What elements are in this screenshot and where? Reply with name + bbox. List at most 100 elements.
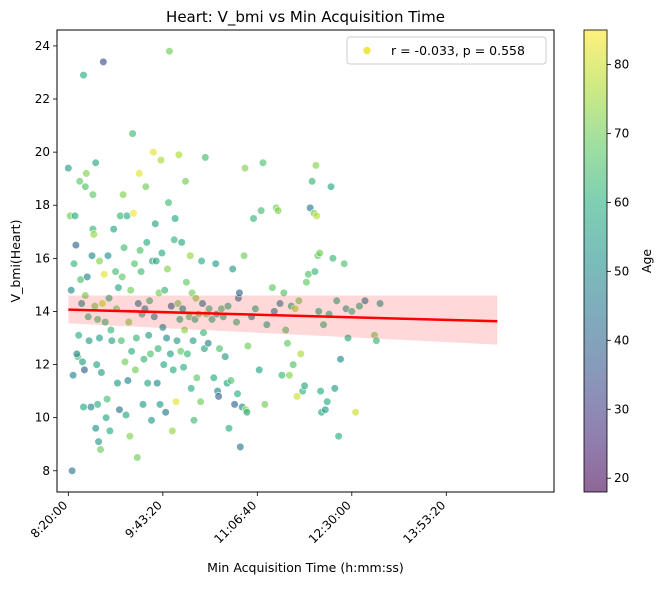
data-point: [88, 190, 97, 199]
chart-title: Heart: V_bmi vs Min Acquisition Time: [166, 8, 445, 27]
confidence-band: [68, 295, 498, 345]
data-point: [224, 424, 234, 433]
data-point: [251, 304, 260, 313]
data-point: [209, 373, 218, 382]
data-point: [163, 264, 172, 274]
data-point: [68, 371, 78, 380]
data-point: [321, 405, 330, 414]
data-point: [105, 426, 114, 436]
data-point: [106, 325, 115, 335]
data-point: [81, 291, 90, 300]
data-point: [166, 349, 175, 359]
data-point: [230, 400, 239, 409]
data-point: [147, 416, 156, 425]
colorbar: [583, 29, 608, 493]
data-point: [144, 331, 153, 340]
data-point: [118, 272, 127, 282]
data-point: [99, 57, 108, 67]
data-point: [131, 365, 140, 375]
data-point: [133, 453, 142, 462]
data-point: [127, 347, 136, 356]
data-point: [215, 344, 224, 353]
data-point: [111, 267, 120, 276]
data-point: [221, 352, 230, 361]
data-point: [179, 363, 188, 372]
colorbar-label: Age: [639, 249, 654, 273]
data-point: [146, 349, 155, 359]
data-point: [120, 357, 130, 367]
data-point: [114, 283, 123, 292]
data-point: [137, 267, 146, 276]
data-point: [323, 397, 332, 406]
data-point: [130, 259, 139, 268]
data-point: [191, 294, 200, 303]
data-point: [158, 323, 167, 332]
data-point: [172, 397, 181, 406]
data-point: [154, 344, 163, 353]
legend-box: [346, 36, 547, 65]
data-point: [92, 360, 101, 369]
y-tick-label: 24: [35, 39, 50, 53]
data-point: [336, 355, 345, 364]
data-point: [242, 408, 251, 417]
data-point: [128, 129, 137, 138]
data-point: [300, 381, 309, 390]
data-point: [78, 357, 87, 367]
data-point: [159, 360, 168, 369]
data-point: [201, 153, 210, 162]
data-point: [260, 400, 270, 409]
data-point: [123, 376, 132, 385]
data-point: [177, 238, 186, 247]
data-point: [95, 333, 104, 343]
data-point: [279, 288, 288, 298]
data-point: [69, 259, 79, 268]
data-point: [82, 169, 91, 178]
data-point: [169, 365, 178, 375]
data-point: [152, 256, 161, 266]
y-tick-label: 22: [35, 92, 50, 106]
colorbar-tick-label: 20: [614, 471, 629, 485]
data-point: [355, 302, 364, 311]
data-point: [77, 299, 86, 308]
data-point: [160, 286, 169, 295]
data-point: [157, 248, 166, 258]
data-point: [165, 47, 174, 56]
data-point: [326, 182, 336, 191]
data-point: [316, 387, 325, 396]
colorbar-tick-label: 40: [614, 333, 629, 347]
data-point: [196, 397, 205, 406]
y-tick-label: 12: [35, 358, 50, 372]
data-point: [115, 405, 124, 414]
regression-line: [68, 308, 498, 323]
data-point: [277, 371, 287, 380]
y-axis-label: V_bmi(Heart): [8, 220, 23, 303]
x-tick-label: 11:06:40: [211, 498, 259, 546]
x-tick-label: 12:30:00: [306, 498, 354, 546]
data-point: [126, 286, 135, 295]
data-point: [211, 259, 220, 268]
data-point: [101, 318, 110, 327]
data-point: [319, 320, 328, 329]
data-point: [138, 400, 148, 409]
data-point: [207, 315, 217, 324]
x-axis: 8:20:00 9:43:20 11:06:40 12:30:00 13:53:20: [28, 492, 448, 546]
data-point: [351, 408, 360, 417]
data-point: [171, 214, 180, 223]
data-point: [125, 432, 134, 441]
data-point: [249, 214, 258, 223]
data-point: [132, 333, 141, 343]
data-point: [204, 339, 213, 348]
data-point: [283, 339, 292, 348]
data-point: [186, 251, 195, 260]
data-point: [79, 402, 88, 412]
data-point: [281, 325, 290, 335]
data-point: [170, 235, 179, 244]
data-point: [153, 379, 162, 388]
data-point: [187, 384, 196, 393]
data-point: [243, 341, 252, 351]
data-point: [97, 368, 106, 377]
data-point: [312, 211, 321, 220]
data-point: [223, 302, 233, 311]
data-point: [285, 371, 294, 380]
